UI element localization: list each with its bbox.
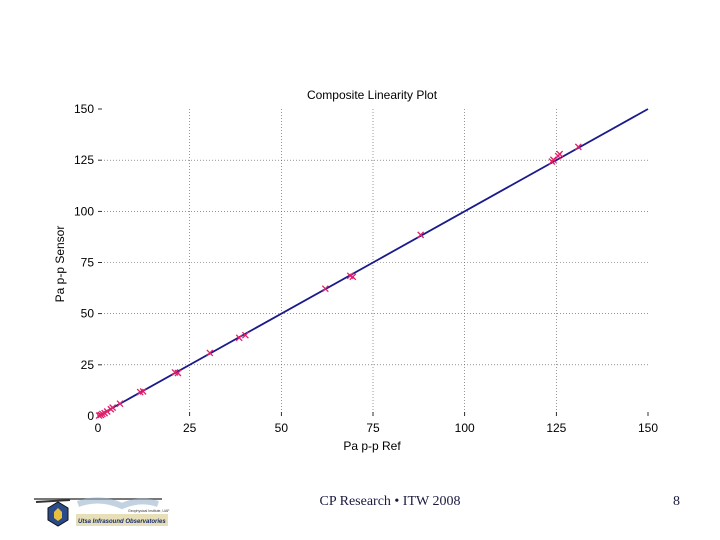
fit-line-layer [97, 108, 649, 417]
data-point-12 [206, 349, 214, 357]
y-tick-label-1: 25 [81, 358, 95, 372]
logo-text: Utsa Infrasound Observatories [78, 519, 166, 525]
chart-title: Composite Linearity Plot [307, 88, 438, 102]
data-point-20 [549, 156, 557, 164]
data-point-22 [556, 150, 564, 158]
logo-swoosh-dark [35, 499, 71, 503]
data-point-15 [321, 285, 329, 293]
y-tick-label-4: 100 [74, 204, 94, 218]
logo-wave-graphic [76, 497, 159, 510]
data-point-13 [235, 334, 243, 342]
x-axis-label: Pa p-p Ref [343, 439, 401, 453]
logo-subtext: Geophysical Institute, UAF [128, 509, 170, 513]
logo-banner [76, 514, 168, 526]
page-number: 8 [673, 494, 680, 509]
data-point-4 [103, 408, 111, 415]
x-tick-label-4: 100 [455, 421, 475, 435]
x-tick-label-2: 50 [275, 421, 289, 435]
data-point-7 [116, 400, 124, 408]
fit-line [97, 108, 649, 417]
y-axis-label: Pa p-p Sensor [53, 226, 67, 303]
x-tick-label-3: 75 [366, 421, 380, 435]
data-point-17 [349, 273, 357, 281]
y-tick-label-5: 125 [74, 153, 94, 167]
x-tick-label-0: 0 [95, 421, 102, 435]
y-tick-label-2: 50 [81, 307, 95, 321]
y-tick-label-6: 150 [74, 102, 94, 116]
data-point-2 [98, 410, 106, 418]
data-point-18 [417, 231, 425, 239]
logo [34, 497, 168, 527]
data-point-0 [95, 412, 103, 420]
logo-emblem-icon [54, 508, 62, 521]
x-tick-label-1: 25 [183, 421, 197, 435]
data-points-layer [95, 143, 582, 420]
y-tick-label-3: 75 [81, 256, 95, 270]
data-point-9 [139, 387, 147, 395]
footer-text: CP Research • ITW 2008 [319, 494, 461, 509]
data-point-14 [241, 331, 249, 339]
data-point-11 [174, 369, 182, 377]
data-point-23 [574, 143, 582, 151]
y-tick-label-0: 0 [87, 409, 94, 423]
x-tick-label-5: 125 [546, 421, 566, 435]
x-tick-label-6: 150 [638, 421, 658, 435]
data-point-6 [109, 404, 117, 412]
